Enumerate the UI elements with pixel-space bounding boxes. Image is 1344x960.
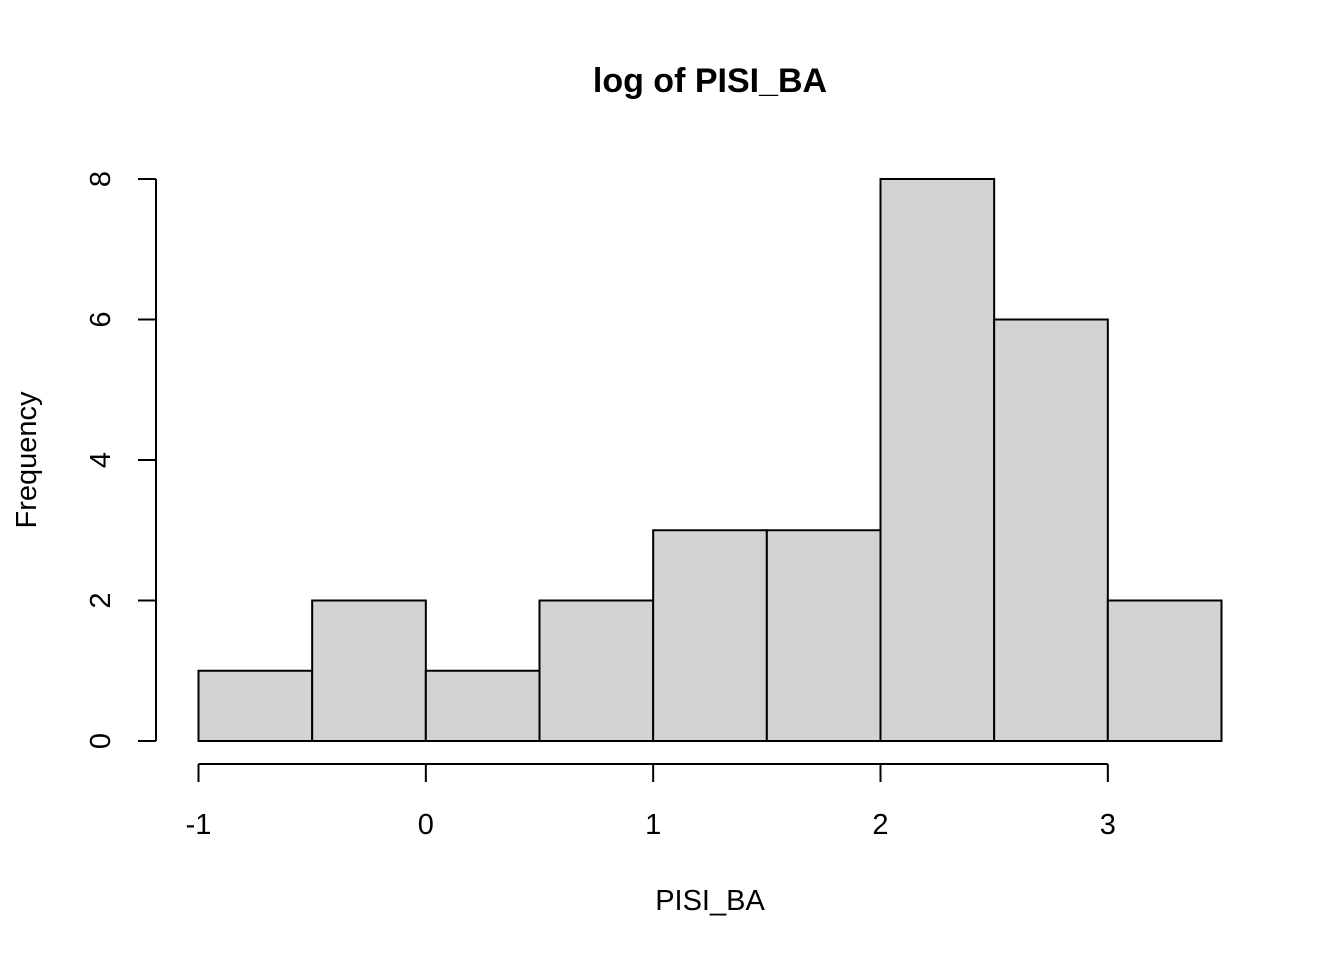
x-axis: -1 0 1 2 3	[186, 763, 1116, 841]
histogram-bar-7	[993, 318, 1109, 742]
histogram-bar-1	[311, 599, 427, 742]
x-tick-label: 1	[645, 809, 661, 841]
y-axis: 0 2 4 6 8	[85, 171, 157, 749]
x-tick-label: 0	[418, 809, 434, 841]
histogram-bar-4	[652, 529, 768, 742]
histogram-bar-3	[538, 599, 655, 742]
histogram-bar-5	[765, 529, 882, 742]
y-tick-label: 0	[85, 733, 117, 749]
y-tick-label: 2	[85, 592, 117, 608]
x-tick-label: 3	[1100, 809, 1116, 841]
y-tick-label: 4	[85, 452, 117, 468]
histogram-bar-0	[197, 669, 314, 742]
histogram-bar-8	[1106, 599, 1223, 742]
histogram-bar-2	[424, 669, 541, 742]
y-axis-label: Frequency	[11, 391, 43, 529]
bars-group	[197, 178, 1223, 742]
x-tick-label: 2	[872, 809, 888, 841]
x-tick-label: -1	[186, 809, 212, 841]
histogram-bar-6	[879, 178, 996, 742]
chart-title: log of PISI_BA	[593, 62, 827, 100]
x-axis-label: PISI_BA	[655, 885, 765, 917]
y-tick-label: 6	[85, 311, 117, 327]
y-tick-label: 8	[85, 171, 117, 187]
